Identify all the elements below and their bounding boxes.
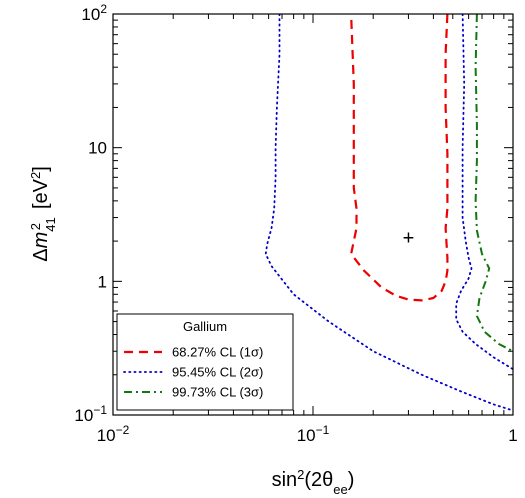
y-tick-label: 10−1 [74, 403, 107, 425]
y-tick-label: 10 [88, 139, 107, 158]
legend: Gallium 68.27% CL (1σ) 95.45% CL (2σ) 99.7… [116, 313, 294, 411]
series-line-1-segment-1 [350, 14, 449, 302]
legend-label: 99.73% CL (3σ) [172, 385, 263, 400]
best-fit-marker: + [403, 227, 415, 249]
x-tick-label: 10−1 [297, 423, 330, 445]
series-line-3-segment-1 [474, 14, 513, 353]
plot-frame [112, 13, 514, 416]
x-tick-label: 1 [508, 426, 517, 445]
series-line-2-segment-2 [455, 14, 513, 371]
legend-entries: 68.27% CL (1σ) 95.45% CL (2σ) 99.73% CL (3… [123, 345, 263, 400]
legend-box [116, 313, 294, 411]
x-tick-label: 10−2 [97, 423, 130, 445]
y-tick-label: 1 [98, 272, 107, 291]
legend-title: Gallium [183, 319, 227, 334]
x-axis-label: sin2(2θee) [272, 467, 355, 497]
series-layer [264, 14, 513, 412]
legend-label: 95.45% CL (2σ) [172, 365, 263, 380]
series-line-2-segment-1 [264, 14, 513, 412]
y-tick-label: 102 [81, 2, 107, 24]
y-axis-label: Δm412[eV2] [28, 166, 58, 262]
legend-label: 68.27% CL (1σ) [172, 345, 263, 360]
